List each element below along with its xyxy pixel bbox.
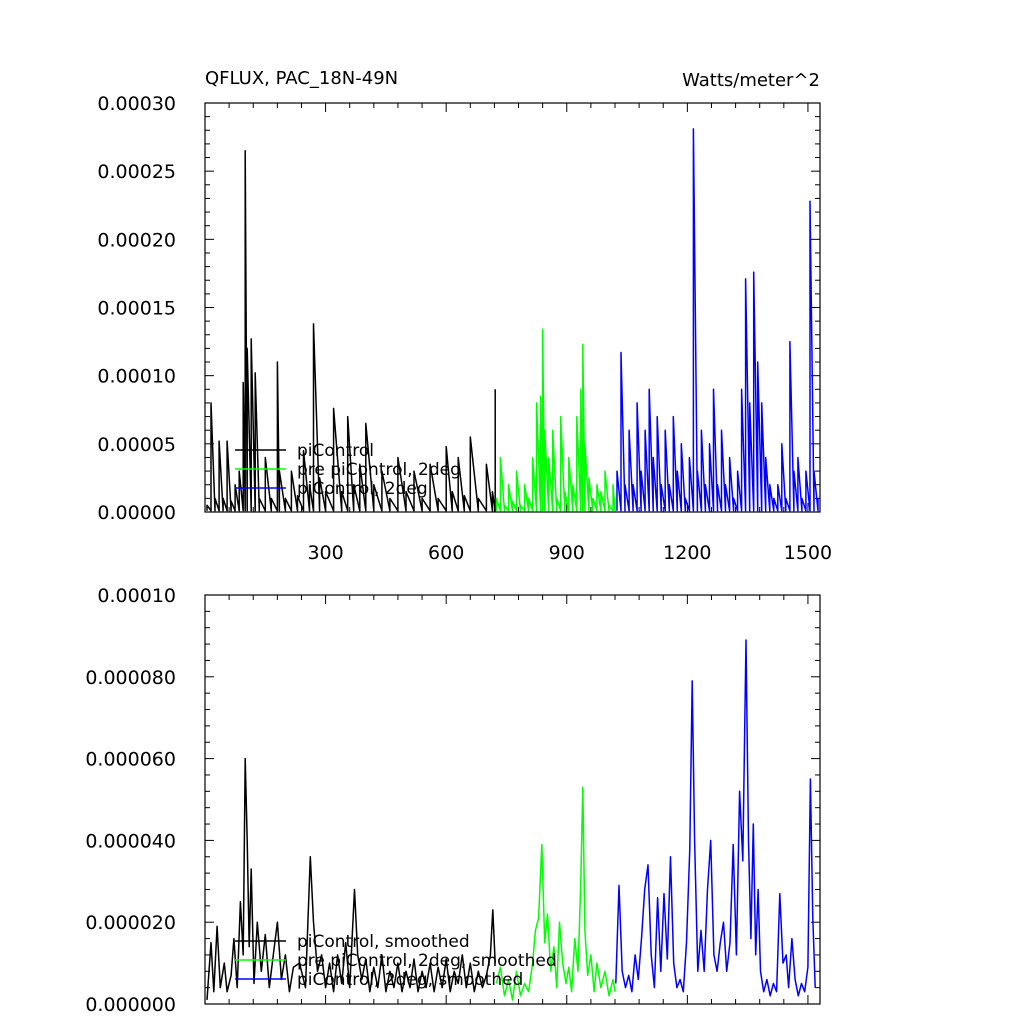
chart-title: QFLUX, PAC_18N-49N bbox=[205, 68, 398, 89]
series-line-2 bbox=[615, 639, 816, 997]
y-tick-label: 0.00010 bbox=[97, 366, 176, 388]
legend-label: piControl, 2deg bbox=[297, 479, 428, 499]
y-tick-label: 0.00030 bbox=[97, 93, 176, 115]
legend-label: pre piControl, 2deg bbox=[297, 460, 461, 480]
y-tick-label: 0.000080 bbox=[85, 667, 176, 689]
y-tick-label: 0.000040 bbox=[85, 830, 176, 852]
qflux-chart: 0.00000 0.00005 0.00010 0.00015 0.00020 0.000… bbox=[97, 68, 832, 564]
y-tick-label: 0.00000 bbox=[97, 502, 176, 524]
series-line-0 bbox=[206, 757, 496, 1000]
series-line-1 bbox=[495, 786, 616, 1001]
legend-label: piControl, smoothed bbox=[297, 932, 470, 952]
units-label: Watts/meter^2 bbox=[682, 70, 820, 91]
series-line-1 bbox=[495, 328, 616, 512]
legend-label: pre piControl, 2deg, smoothed bbox=[297, 951, 557, 971]
y-tick-label: 0.000000 bbox=[85, 994, 176, 1016]
y-tick-label: 0.000060 bbox=[85, 749, 176, 771]
x-tick-label: 1200 bbox=[663, 542, 711, 564]
y-tick-label: 0.00005 bbox=[97, 434, 176, 456]
y-tick-label: 0.00025 bbox=[97, 161, 176, 183]
series-lines bbox=[206, 639, 816, 1001]
axis-ticks: 0.000000 0.000020 0.000040 0.000060 0.000080… bbox=[85, 585, 820, 1016]
series-line-2 bbox=[616, 128, 819, 512]
series-line-0 bbox=[206, 149, 496, 512]
x-tick-label: 600 bbox=[428, 542, 464, 564]
plot-frame bbox=[204, 594, 821, 1005]
y-tick-label: 0.00010 bbox=[97, 585, 176, 607]
qflux-smoothed-chart: 0.000000 0.000020 0.000040 0.000060 0.000080… bbox=[85, 585, 821, 1016]
legend-label: piControl, 2deg, smoothed bbox=[297, 970, 523, 990]
axis-ticks: 0.00000 0.00005 0.00010 0.00015 0.00020 0.000… bbox=[97, 93, 832, 564]
y-tick-label: 0.00020 bbox=[97, 229, 176, 251]
x-tick-label: 1500 bbox=[784, 542, 832, 564]
legend-label: piControl bbox=[297, 441, 374, 461]
series-lines bbox=[206, 128, 819, 512]
x-tick-label: 300 bbox=[307, 542, 343, 564]
y-tick-label: 0.000020 bbox=[85, 912, 176, 934]
y-tick-label: 0.00015 bbox=[97, 298, 176, 320]
x-tick-label: 900 bbox=[549, 542, 585, 564]
